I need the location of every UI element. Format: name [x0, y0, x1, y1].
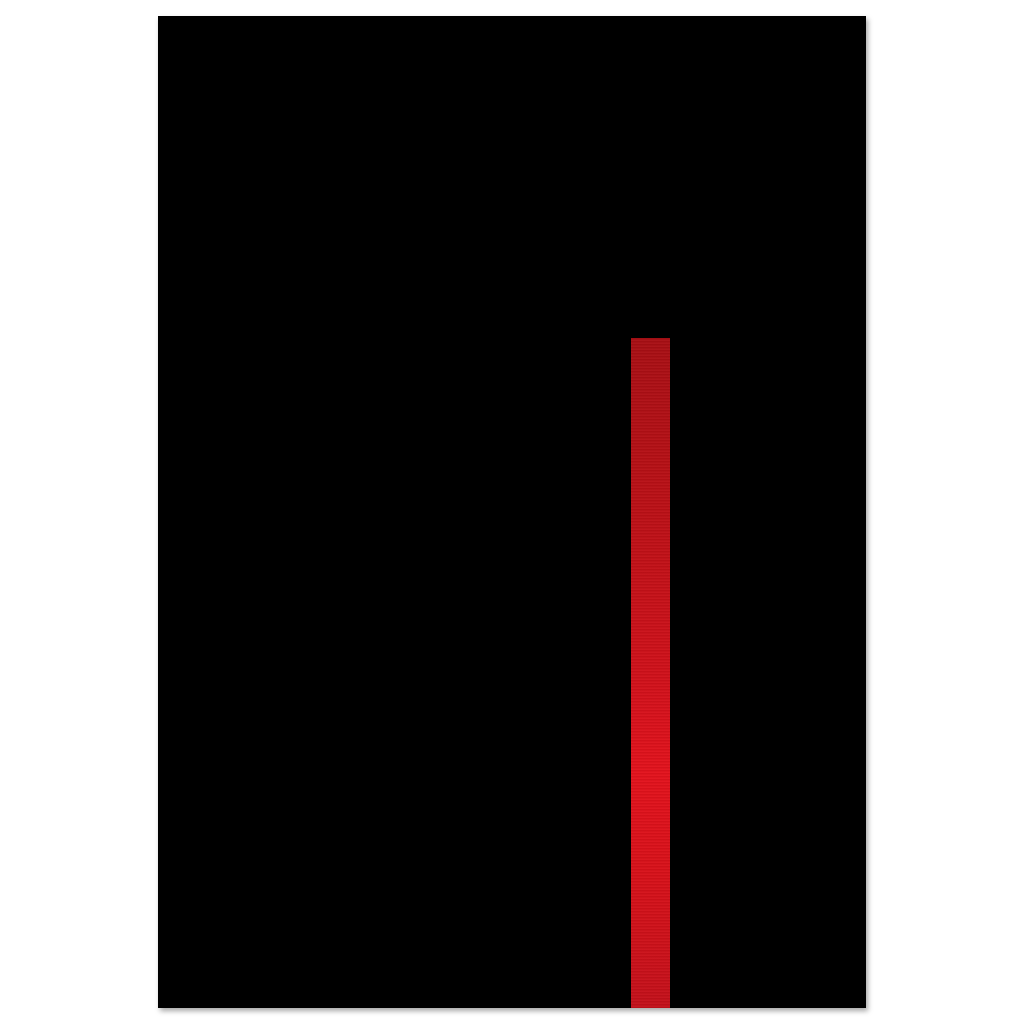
red-vertical-stripe	[631, 338, 670, 1008]
poster-artwork	[158, 16, 866, 1008]
